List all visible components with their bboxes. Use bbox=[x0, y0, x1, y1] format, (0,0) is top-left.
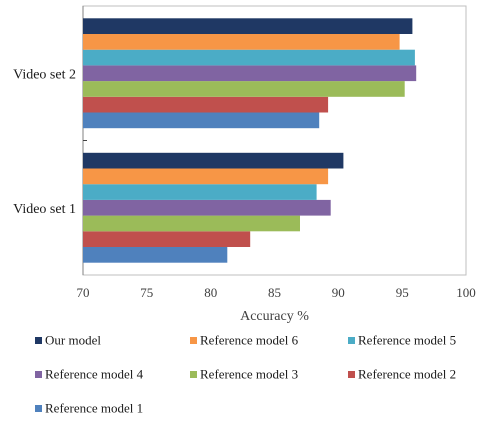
legend-label: Our model bbox=[45, 333, 101, 348]
legend-item: Reference model 5 bbox=[348, 333, 456, 348]
bar-reference-model-5-video-set-1 bbox=[83, 184, 317, 200]
legend-swatch bbox=[35, 371, 42, 378]
x-axis-label: Accuracy % bbox=[240, 309, 309, 324]
legend-label: Reference model 5 bbox=[358, 333, 456, 348]
x-tick-label: 95 bbox=[396, 285, 409, 300]
bar-our-model-video-set-2 bbox=[83, 18, 413, 34]
category-label: Video set 1 bbox=[13, 202, 76, 217]
bar-reference-model-6-video-set-1 bbox=[83, 168, 329, 185]
x-tick-label: 85 bbox=[268, 285, 281, 300]
bar-reference-model-6-video-set-2 bbox=[83, 34, 400, 50]
bar-reference-model-2-video-set-2 bbox=[83, 96, 329, 113]
bar-reference-model-1-video-set-1 bbox=[83, 247, 228, 263]
legend-swatch bbox=[35, 337, 42, 344]
x-tick-label: 90 bbox=[332, 285, 345, 300]
bar-reference-model-2-video-set-1 bbox=[83, 231, 251, 247]
legend-item: Reference model 2 bbox=[348, 367, 456, 382]
bar-reference-model-3-video-set-2 bbox=[83, 81, 405, 97]
legend-item: Reference model 6 bbox=[190, 333, 299, 348]
x-tick-labels: 70 75 80 85 90 95 100 bbox=[77, 285, 476, 300]
bar-reference-model-5-video-set-2 bbox=[83, 49, 415, 66]
legend-label: Reference model 1 bbox=[45, 401, 143, 416]
legend-swatch bbox=[190, 371, 197, 378]
legend-item: Reference model 4 bbox=[35, 367, 144, 382]
x-tick-label: 80 bbox=[204, 285, 217, 300]
bar-reference-model-4-video-set-2 bbox=[83, 65, 417, 82]
x-tick-label: 70 bbox=[77, 285, 90, 300]
bar-reference-model-1-video-set-2 bbox=[83, 112, 320, 129]
legend-label: Reference model 6 bbox=[200, 333, 299, 348]
bar-our-model-video-set-1 bbox=[83, 152, 344, 169]
x-tick-label: 100 bbox=[456, 285, 476, 300]
legend-label: Reference model 2 bbox=[358, 367, 456, 382]
legend-item: Our model bbox=[35, 333, 101, 348]
legend-swatch bbox=[348, 371, 355, 378]
legend-swatch bbox=[348, 337, 355, 344]
legend-item: Reference model 1 bbox=[35, 401, 143, 416]
legend-item: Reference model 3 bbox=[190, 367, 298, 382]
legend-swatch bbox=[35, 405, 42, 412]
bars-group bbox=[83, 18, 417, 263]
bar-reference-model-3-video-set-1 bbox=[83, 215, 300, 232]
legend-swatch bbox=[190, 337, 197, 344]
legend: Our model Reference model 6 Reference mode… bbox=[35, 333, 456, 416]
legend-label: Reference model 3 bbox=[200, 367, 298, 382]
x-tick-label: 75 bbox=[140, 285, 153, 300]
legend-label: Reference model 4 bbox=[45, 367, 144, 382]
category-label: Video set 2 bbox=[13, 67, 76, 82]
category-labels: Video set 1 Video set 2 bbox=[13, 67, 76, 217]
bar-reference-model-4-video-set-1 bbox=[83, 199, 331, 216]
